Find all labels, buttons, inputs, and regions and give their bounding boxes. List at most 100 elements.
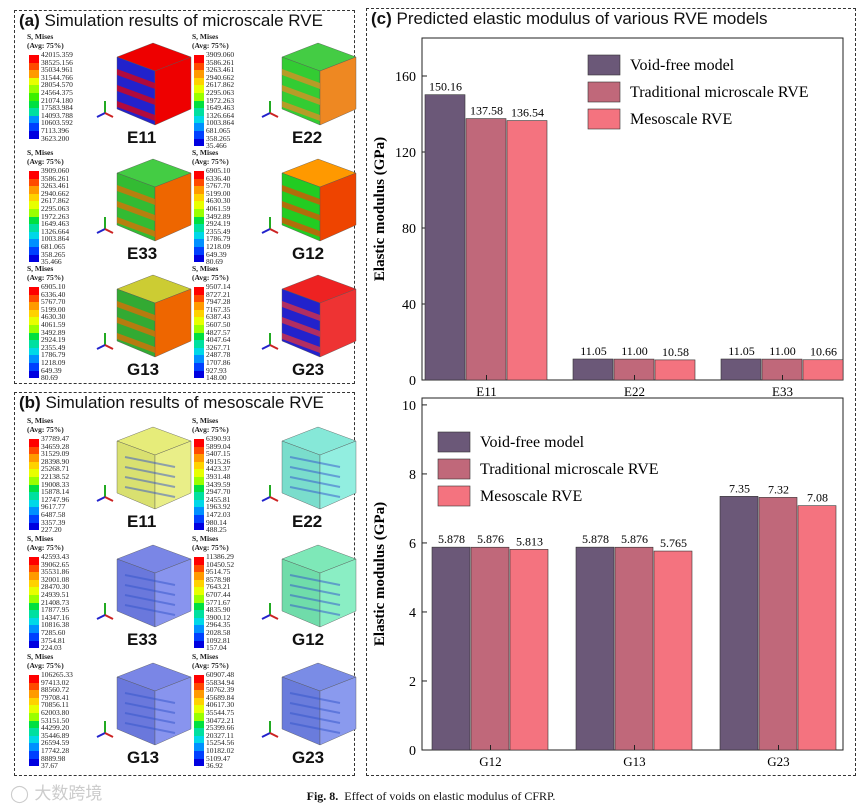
- legend-color-step: [29, 484, 39, 493]
- legend-color-step: [194, 446, 204, 455]
- legend-color-step: [194, 92, 204, 101]
- legend-value: 4061.59: [206, 203, 231, 213]
- void-ellipse: [289, 574, 341, 586]
- load-case-label: G13: [127, 360, 160, 379]
- legend-color-step: [29, 750, 39, 759]
- legend-value: 1786.79: [206, 234, 231, 244]
- legend-value: 4915.26: [206, 456, 231, 466]
- legend-color-step: [29, 70, 39, 78]
- y-tick-label: 8: [409, 468, 416, 483]
- void-ellipse: [124, 712, 176, 724]
- legend-value: 21074.180: [41, 95, 73, 105]
- legend-variable: S, Mises: [27, 534, 54, 543]
- legend-value: 224.03: [41, 643, 62, 653]
- legend-value: 2964.35: [206, 620, 231, 630]
- legend-value: 28398.90: [41, 456, 70, 466]
- legend-variable: S, Mises: [192, 534, 219, 543]
- legend-value: 1003.864: [206, 118, 235, 128]
- legend-header: S, Mises (Avg: 75%): [192, 534, 229, 552]
- bar-value-label: 11.05: [728, 344, 755, 358]
- legend-color-step: [29, 712, 39, 721]
- legend-color-step: [194, 507, 204, 515]
- legend-value: 2940.662: [206, 72, 235, 82]
- legend-color-step: [29, 309, 39, 318]
- legend-averaging: (Avg: 75%): [192, 272, 229, 282]
- bar-void-free-model-e33: [720, 358, 762, 381]
- legend-value: 1472.03: [206, 509, 231, 519]
- legend-color-step: [194, 750, 204, 759]
- void-ellipse: [124, 692, 176, 704]
- legend-color-step: [29, 108, 39, 116]
- bar-value-label: 7.08: [807, 491, 828, 505]
- panel-b-title: (b) Simulation results of mesoscale RVE: [19, 393, 324, 413]
- load-case-label: E11: [127, 512, 157, 531]
- void-ellipse: [289, 584, 341, 596]
- legend-value: 3900.12: [206, 612, 231, 622]
- legend-color-step: [194, 77, 204, 86]
- coordinate-axes-icon: [261, 485, 279, 502]
- legend-color-step: [29, 362, 39, 371]
- legend-value: 4061.59: [41, 319, 66, 329]
- legend-color-step: [29, 587, 39, 595]
- simulation-result-e11: S, Mises (Avg: 75%) 37789.47 34659.28 31529.…: [27, 416, 192, 534]
- simulation-result-g12: S, Mises (Avg: 75%) 6905.10 6336.40 5767.70 5…: [192, 148, 357, 266]
- legend-color-step: [29, 239, 39, 247]
- stress-band: [117, 301, 155, 321]
- legend-color-step: [194, 324, 204, 333]
- cube-right-face: [319, 558, 357, 628]
- legend-values: 6905.10 6336.40 5767.70 5199.00 4630.30 4061.…: [206, 167, 230, 266]
- x-tick-label: E11: [476, 384, 496, 399]
- x-tick-label: E22: [624, 384, 645, 399]
- legend-value: 26594.59: [41, 738, 70, 748]
- legend-value: 6487.58: [41, 509, 66, 519]
- bar-value-label: 11.00: [769, 344, 796, 358]
- legend-variable: S, Mises: [27, 416, 54, 425]
- legend-values: 6905.10 6336.40 5767.70 5199.00 4630.30 4061.…: [41, 283, 65, 382]
- legend-color-step: [194, 355, 204, 363]
- legend-color-step: [194, 617, 204, 626]
- legend-value: 5899.04: [206, 441, 231, 451]
- legend-color-step: [29, 743, 39, 751]
- legend-color-step: [194, 625, 204, 633]
- void-ellipse: [289, 604, 341, 616]
- legend-color-step: [194, 239, 204, 247]
- load-case-label: G12: [292, 630, 325, 649]
- rve-cube-contour: [96, 426, 192, 510]
- bar-value-label: 5.765: [660, 536, 687, 550]
- rve-cube-contour: [261, 158, 357, 242]
- legend-color-step: [194, 100, 204, 109]
- legend-color-step: [29, 62, 39, 71]
- legend-value: 2617.862: [206, 80, 235, 90]
- legend-value: 32001.08: [41, 574, 70, 584]
- legend-color-step: [194, 675, 204, 683]
- y-tick-label: 2: [409, 675, 416, 690]
- legend-color-step: [194, 484, 204, 493]
- legend-value: 1972.263: [206, 95, 235, 105]
- legend-value: 358.265: [41, 249, 66, 259]
- legend-value: 5767.70: [206, 181, 231, 191]
- panel-a-title: (a) Simulation results of microscale RVE: [19, 11, 323, 31]
- legend-color-step: [194, 208, 204, 217]
- legend-color-step: [29, 439, 39, 447]
- legend-value: 55834.94: [206, 677, 235, 687]
- cube-right-face: [154, 440, 192, 510]
- legend-color-step: [29, 193, 39, 202]
- legend-value: 3909.060: [206, 50, 235, 59]
- legend-color-step: [29, 55, 39, 63]
- legend-value: 148.00: [206, 373, 227, 383]
- legend-color-step: [194, 287, 204, 295]
- legend-color-step: [29, 594, 39, 603]
- y-axis-label: Elastic modulus (GPa): [372, 137, 388, 281]
- legend-color-step: [194, 454, 204, 462]
- legend-value: 25399.66: [206, 723, 235, 733]
- watermark-logo: ◯ 大数跨境: [10, 784, 103, 804]
- legend-value: 1963.92: [206, 502, 231, 512]
- legend-color-step: [194, 62, 204, 71]
- legend-value: 649.39: [41, 365, 62, 375]
- void-ellipse: [124, 574, 176, 586]
- legend-value: 42015.359: [41, 50, 73, 59]
- stress-band: [282, 301, 320, 321]
- legend-value: 5767.70: [41, 297, 66, 307]
- legend-color-step: [194, 682, 204, 691]
